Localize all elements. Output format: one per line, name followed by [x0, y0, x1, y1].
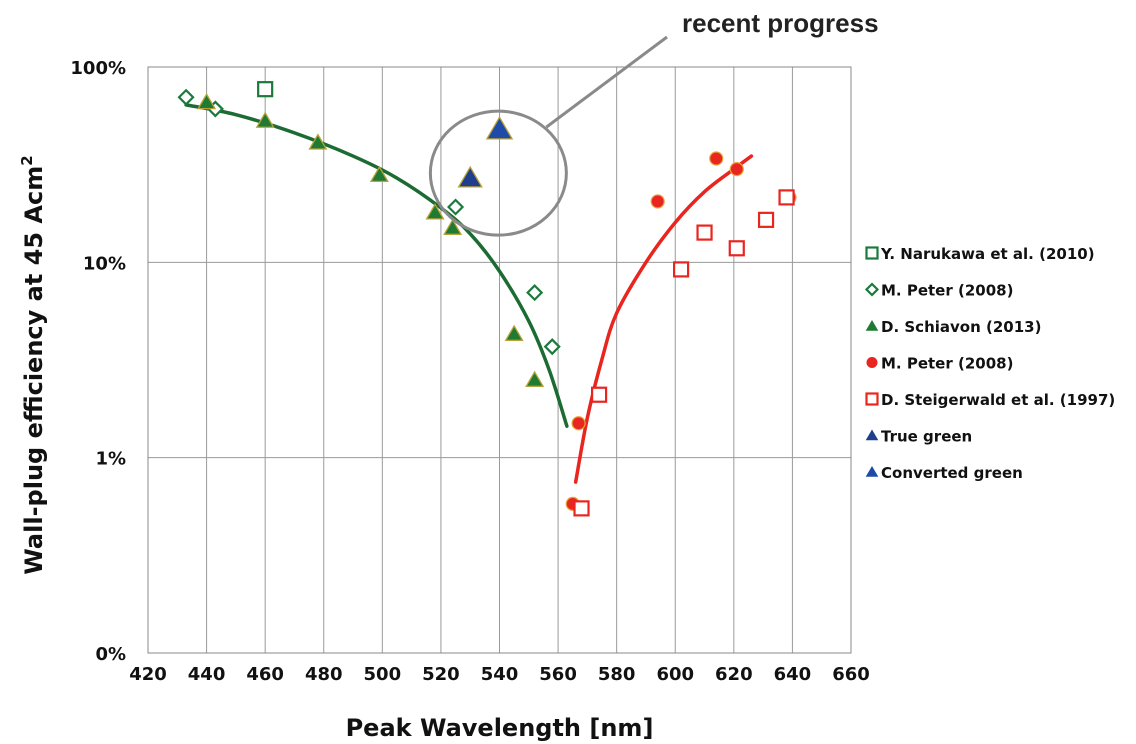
x-tick-label: 460	[246, 664, 284, 685]
data-points	[177, 81, 797, 517]
legend-marker	[865, 246, 879, 260]
x-tick-label: 620	[715, 664, 753, 685]
legend-marker	[865, 392, 879, 406]
data-point	[543, 338, 561, 356]
legend-label: Converted green	[881, 464, 1023, 482]
x-tick-label: 480	[305, 664, 343, 685]
legend-marker	[865, 466, 879, 477]
y-tick-label: 10%	[83, 253, 126, 274]
data-point	[778, 189, 795, 206]
legend-label: True green	[881, 428, 972, 446]
data-point	[457, 165, 483, 188]
data-point	[257, 81, 274, 98]
y-axis-label-main: Wall-plug efficiency at 45 Acm	[20, 166, 48, 575]
data-point	[571, 416, 586, 431]
data-point	[709, 151, 724, 166]
data-point	[673, 261, 690, 278]
data-point	[177, 88, 195, 106]
legend-label: D. Schiavon (2013)	[881, 318, 1041, 336]
data-point	[504, 324, 524, 341]
y-axis-ticks: 0% 1% 10% 100%	[70, 58, 126, 665]
legend: Y. Narukawa et al. (2010) M. Peter (2008)…	[864, 245, 1115, 482]
annotation: recent progress	[428, 8, 879, 237]
data-point	[650, 194, 665, 209]
y-tick-label: 100%	[70, 58, 126, 79]
legend-marker	[864, 282, 880, 297]
x-tick-label: 600	[656, 664, 694, 685]
legend-label: M. Peter (2008)	[881, 355, 1013, 373]
x-tick-label: 500	[364, 664, 402, 685]
legend-marker	[865, 429, 879, 441]
data-point	[729, 162, 744, 177]
trend-line	[184, 103, 569, 428]
data-point	[369, 165, 389, 183]
y-axis-label-superscript: 2	[18, 155, 36, 165]
data-point	[255, 111, 275, 128]
grid	[147, 66, 852, 654]
legend-label: Y. Narukawa et al. (2010)	[880, 245, 1095, 263]
x-axis-ticks: 420 440 460 480 500 520 540 560 580 600 620 640 660	[129, 664, 870, 685]
y-axis-label: Wall-plug efficiency at 45 Acm2	[18, 155, 48, 574]
trend-lines	[184, 103, 754, 484]
x-tick-label: 520	[422, 664, 460, 685]
y-tick-label: 0%	[95, 644, 126, 665]
legend-marker	[865, 320, 879, 331]
data-point	[728, 240, 745, 257]
data-point	[447, 198, 465, 216]
annotation-leader-line	[545, 35, 668, 129]
data-point	[525, 370, 545, 387]
data-point	[308, 133, 328, 150]
x-tick-label: 440	[188, 664, 226, 685]
x-tick-label: 580	[598, 664, 636, 685]
legend-marker	[866, 357, 878, 368]
data-point	[757, 211, 775, 228]
legend-label: D. Steigerwald et al. (1997)	[881, 391, 1115, 409]
x-tick-label: 640	[774, 664, 812, 685]
legend-label: M. Peter (2008)	[881, 282, 1013, 300]
data-point	[526, 284, 544, 302]
x-axis-label: Peak Wavelength [nm]	[346, 714, 654, 742]
annotation-circle	[428, 109, 568, 237]
trend-line	[573, 154, 754, 484]
x-tick-label: 420	[129, 664, 167, 685]
data-point	[590, 386, 608, 403]
data-point	[443, 218, 463, 235]
annotation-text: recent progress	[682, 8, 879, 38]
x-tick-label: 560	[539, 664, 577, 685]
y-tick-label: 1%	[95, 449, 126, 470]
x-tick-label: 660	[832, 664, 870, 685]
data-point	[485, 115, 514, 140]
data-point	[425, 203, 445, 220]
data-point	[197, 92, 217, 110]
x-tick-label: 540	[481, 664, 519, 685]
plot-frame	[147, 66, 852, 654]
data-point	[573, 500, 590, 517]
data-point	[696, 224, 713, 241]
